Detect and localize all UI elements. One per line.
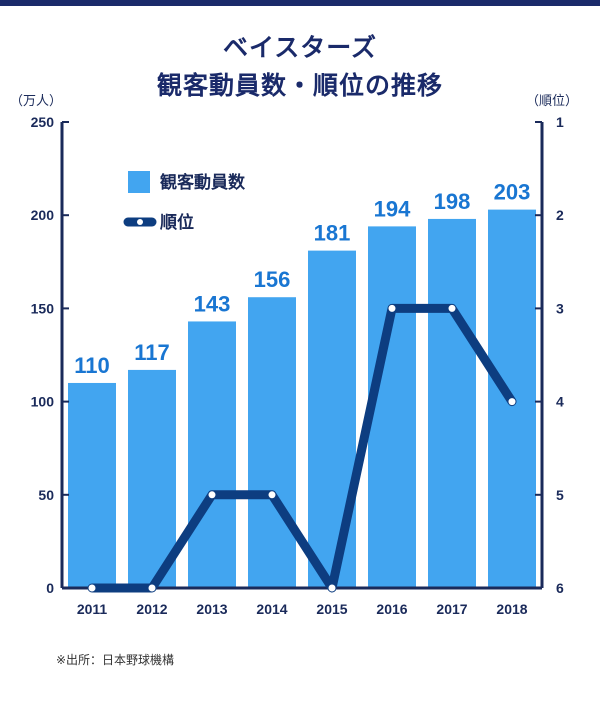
right-tick-label-4: 4 (556, 394, 564, 410)
source-note: ※出所：日本野球機構 (56, 653, 175, 667)
bar-label-2015: 181 (314, 221, 351, 246)
right-tick-label-5: 5 (556, 487, 564, 503)
x-tick-label-2012: 2012 (136, 601, 167, 617)
x-tick-label-2016: 2016 (376, 601, 407, 617)
bar-label-2011: 110 (74, 353, 110, 378)
left-axis-unit: （万人） (10, 94, 63, 109)
x-tick-label-2015: 2015 (316, 601, 347, 617)
x-tick-label-2018: 2018 (496, 601, 527, 617)
left-tick-label-150: 150 (31, 300, 55, 316)
bar-label-2014: 156 (254, 267, 291, 292)
bar-label-2016: 194 (374, 196, 411, 221)
left-tick-label-250: 250 (31, 114, 55, 130)
rank-point-2013 (208, 491, 216, 499)
bar-2014 (248, 297, 296, 588)
bar-2011 (68, 382, 116, 588)
bar-label-2018: 203 (494, 180, 531, 205)
bar-label-2012: 117 (134, 340, 170, 365)
bar-2012 (128, 369, 176, 588)
x-tick-label-2014: 2014 (256, 601, 287, 617)
rank-point-2016 (388, 304, 396, 312)
legend-line-dot (137, 219, 143, 225)
rank-point-2018 (508, 398, 516, 406)
top-bar (0, 0, 600, 6)
right-tick-label-3: 3 (556, 300, 564, 316)
rank-point-2017 (448, 304, 456, 312)
rank-point-2014 (268, 491, 276, 499)
left-tick-label-200: 200 (31, 207, 55, 223)
chart-title-line2: 観客動員数・順位の推移 (156, 71, 443, 100)
rank-point-2012 (148, 584, 156, 592)
left-tick-label-100: 100 (31, 394, 55, 410)
legend-line-label: 順位 (160, 212, 194, 233)
rank-line (87, 303, 517, 593)
x-tick-label-2011: 2011 (77, 601, 108, 617)
x-tick-label-2013: 2013 (196, 601, 227, 617)
left-tick-label-50: 50 (38, 487, 54, 503)
bar-2015 (308, 250, 356, 588)
bar-2017 (428, 218, 476, 589)
rank-point-2015 (328, 584, 336, 592)
right-tick-label-2: 2 (556, 207, 564, 223)
right-tick-label-6: 6 (556, 580, 564, 596)
bar-2016 (368, 226, 416, 588)
bar-label-2013: 143 (194, 291, 231, 316)
left-tick-label-0: 0 (46, 580, 54, 596)
right-tick-label-1: 1 (556, 114, 564, 130)
legend-bar-swatch (128, 171, 150, 193)
rank-point-2011 (88, 584, 96, 592)
bar-label-2017: 198 (434, 189, 471, 214)
right-axis-unit: （順位） (525, 94, 578, 109)
x-tick-label-2017: 2017 (436, 601, 467, 617)
legend-bar-label: 観客動員数 (160, 172, 246, 193)
chart-title-line1: ベイスターズ (222, 33, 377, 62)
bar-2013 (188, 321, 236, 588)
